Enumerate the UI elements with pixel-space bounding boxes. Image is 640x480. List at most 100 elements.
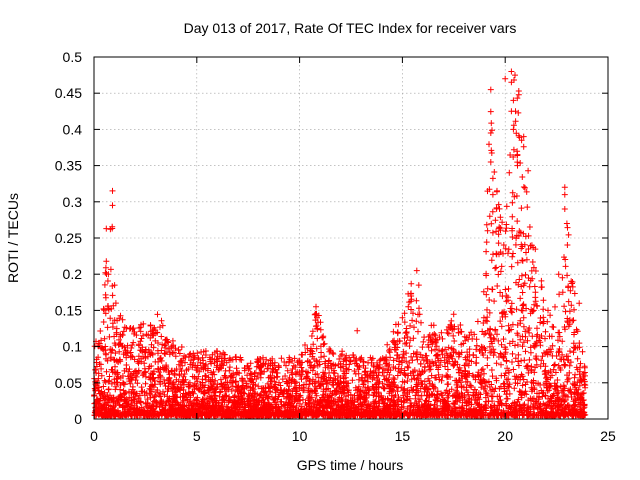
data-point xyxy=(336,356,343,362)
data-point xyxy=(154,400,161,407)
data-point xyxy=(268,393,275,400)
data-point xyxy=(517,229,524,236)
data-point xyxy=(483,239,490,246)
data-point xyxy=(484,306,490,313)
data-point xyxy=(400,351,407,358)
data-point xyxy=(403,325,410,332)
data-point xyxy=(313,357,320,364)
data-point xyxy=(138,358,145,365)
data-point xyxy=(131,396,138,403)
data-point xyxy=(392,321,399,328)
data-point xyxy=(330,351,337,357)
data-point xyxy=(311,362,318,369)
data-point xyxy=(275,407,281,414)
data-point xyxy=(302,375,309,382)
data-point xyxy=(343,366,350,373)
data-point xyxy=(351,399,358,406)
data-point xyxy=(514,95,521,102)
data-point xyxy=(417,360,424,367)
data-point xyxy=(413,402,420,409)
data-point xyxy=(401,319,408,326)
data-point xyxy=(205,387,212,394)
data-point xyxy=(205,365,211,372)
data-point xyxy=(578,412,585,419)
data-point xyxy=(470,389,477,396)
data-point xyxy=(519,382,526,389)
data-point xyxy=(540,389,547,396)
data-point xyxy=(390,387,397,394)
data-point xyxy=(540,306,547,313)
data-point xyxy=(530,379,537,386)
data-point xyxy=(418,319,424,326)
data-point xyxy=(310,364,317,371)
data-point xyxy=(241,398,248,405)
data-point xyxy=(377,408,384,415)
data-point xyxy=(278,398,285,405)
data-point xyxy=(546,381,553,387)
data-point xyxy=(372,398,379,405)
data-point xyxy=(95,387,102,394)
data-point xyxy=(554,404,561,411)
data-point xyxy=(480,320,487,326)
data-point xyxy=(473,359,480,366)
data-point xyxy=(230,374,237,381)
data-point xyxy=(566,369,573,376)
data-point xyxy=(519,307,526,314)
data-point xyxy=(111,376,118,383)
data-point xyxy=(497,214,504,221)
data-point xyxy=(138,335,145,342)
data-point xyxy=(444,366,451,373)
data-point xyxy=(232,392,238,399)
data-point xyxy=(193,401,200,407)
data-point xyxy=(179,399,186,406)
data-point xyxy=(371,403,378,410)
data-point xyxy=(269,359,276,366)
data-point xyxy=(562,263,569,270)
data-point xyxy=(488,257,495,264)
data-point xyxy=(95,370,102,377)
data-point xyxy=(296,394,303,401)
data-point xyxy=(546,333,553,340)
data-point xyxy=(512,342,518,349)
data-point xyxy=(149,351,156,358)
data-point xyxy=(317,343,324,350)
data-point xyxy=(435,364,442,371)
data-point xyxy=(161,376,168,383)
data-point xyxy=(517,295,524,302)
data-point xyxy=(131,389,138,396)
data-point xyxy=(232,386,239,393)
data-point xyxy=(488,387,494,394)
data-point xyxy=(541,349,547,356)
data-point xyxy=(401,310,408,317)
data-point xyxy=(136,325,143,331)
data-point xyxy=(407,337,414,344)
data-point xyxy=(123,325,130,331)
data-point xyxy=(489,373,496,380)
data-point xyxy=(556,291,563,298)
data-point xyxy=(259,394,266,401)
data-point xyxy=(340,358,347,365)
data-point xyxy=(509,225,516,232)
data-point xyxy=(523,249,529,256)
data-point xyxy=(542,328,549,335)
data-point xyxy=(489,175,496,182)
data-point xyxy=(284,394,291,401)
data-point xyxy=(360,381,367,388)
data-point xyxy=(337,352,344,359)
data-point xyxy=(523,188,530,195)
data-point xyxy=(401,371,408,378)
data-point xyxy=(172,389,179,396)
data-point xyxy=(505,369,512,376)
data-point xyxy=(99,390,106,397)
data-point xyxy=(100,403,106,410)
data-point xyxy=(526,224,533,230)
data-point xyxy=(568,302,575,309)
data-point xyxy=(524,363,531,370)
data-point xyxy=(529,333,536,340)
data-point xyxy=(519,373,526,380)
data-point xyxy=(239,375,245,382)
data-point xyxy=(343,365,350,372)
data-point xyxy=(500,242,507,248)
data-point xyxy=(559,338,566,345)
data-point xyxy=(488,147,495,154)
